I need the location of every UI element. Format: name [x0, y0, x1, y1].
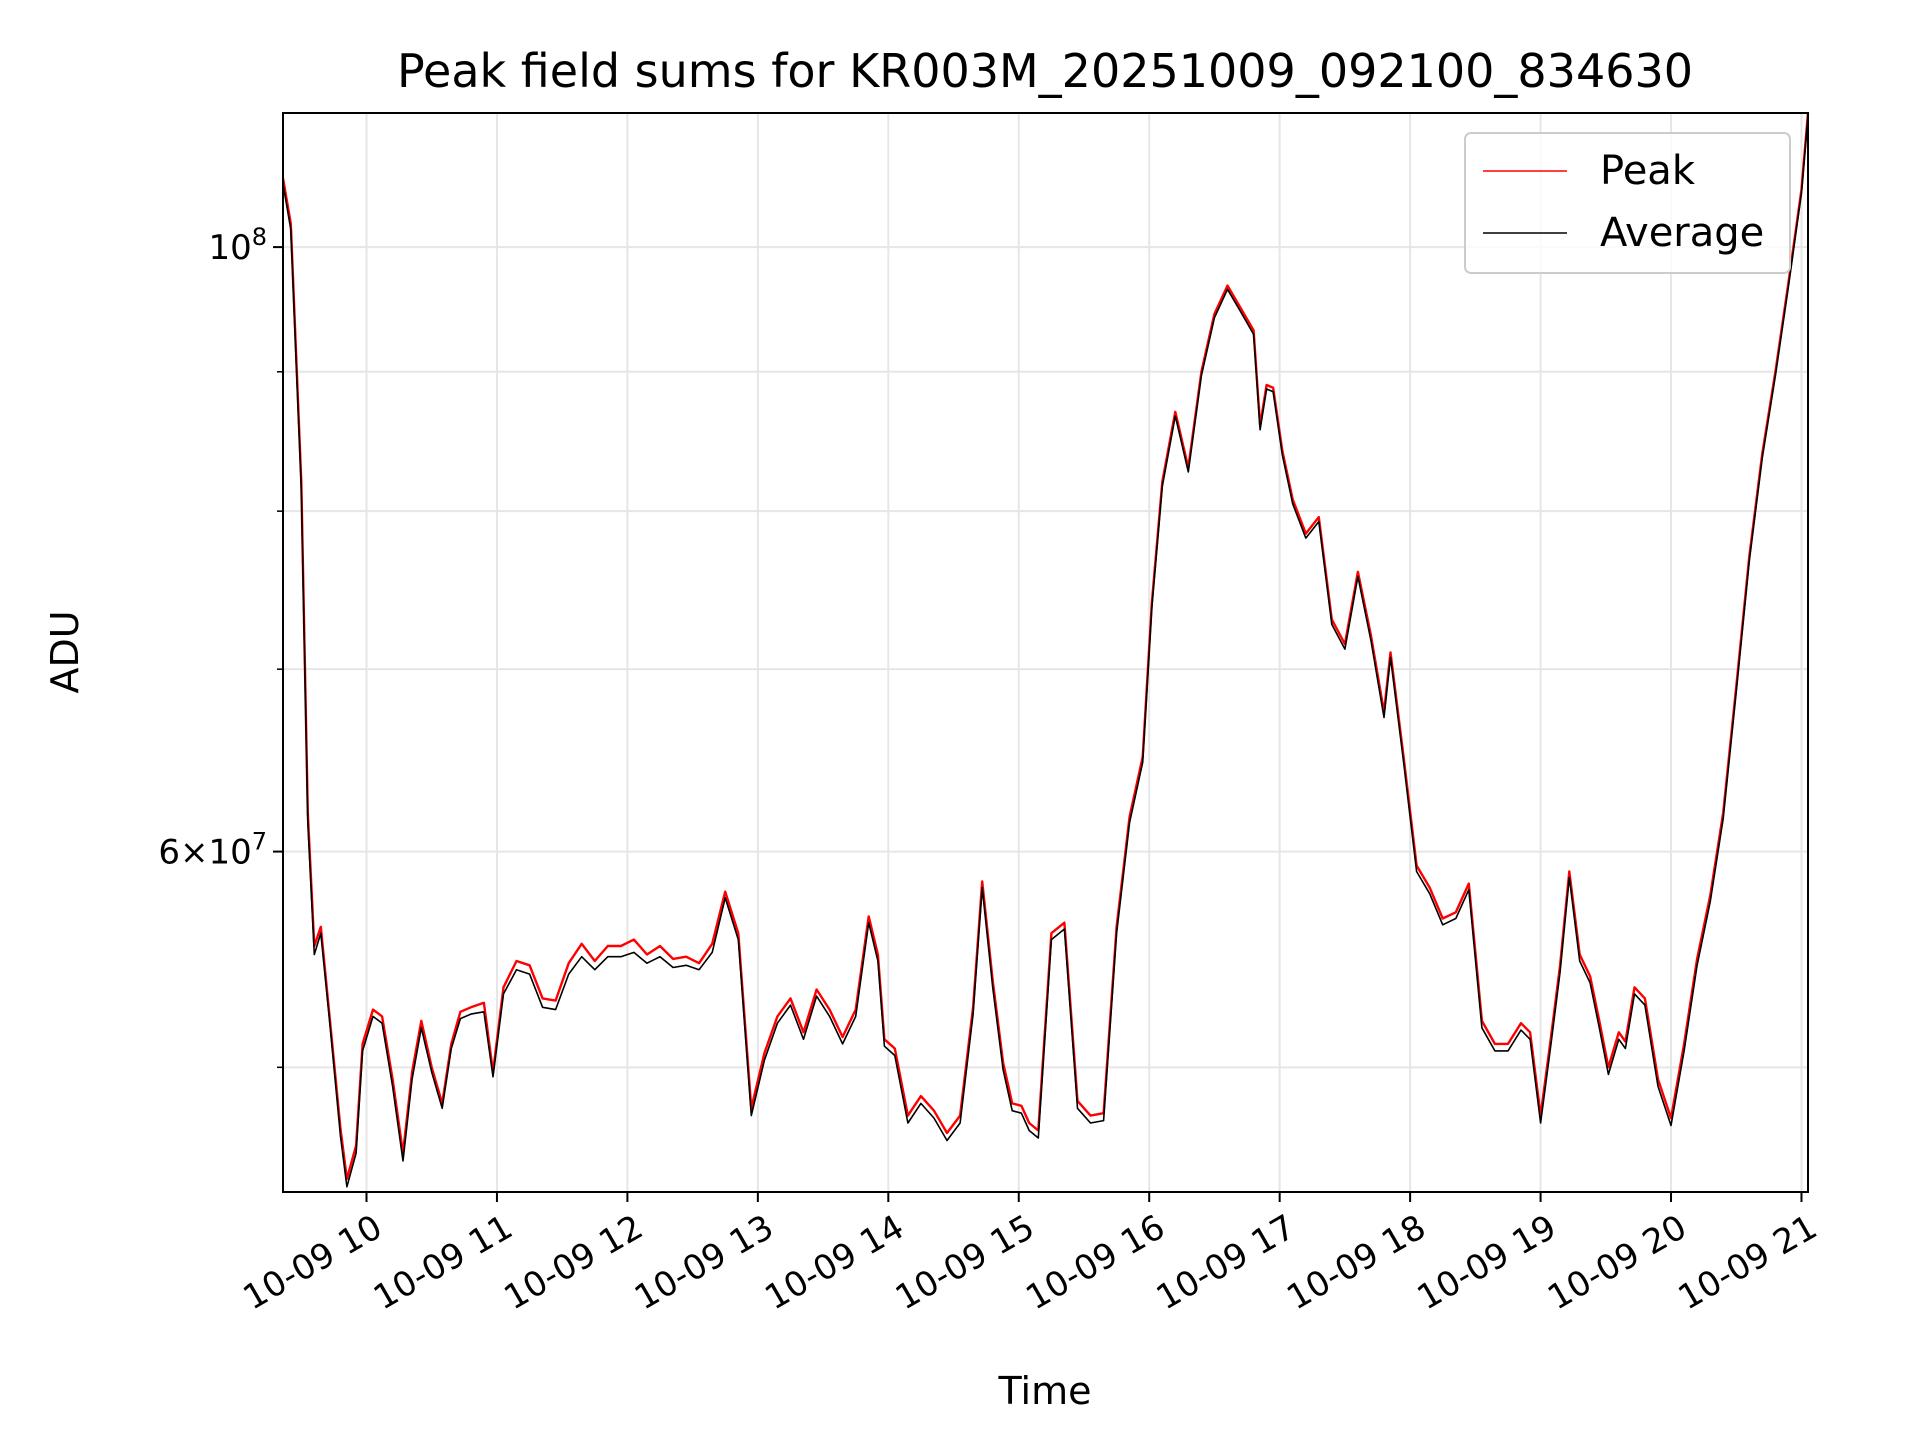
series-line-peak — [281, 112, 1810, 1181]
legend-label-average: Average — [1600, 210, 1764, 256]
legend-box — [1464, 132, 1791, 274]
y-axis-label: ADU — [43, 610, 87, 693]
y-tick-label: 6×107 — [158, 828, 267, 873]
series-line-average — [282, 116, 1809, 1188]
chart-title: Peak field sums for KR003M_20251009_0921… — [397, 44, 1693, 98]
plot-frame — [282, 112, 1809, 1193]
series-layer — [281, 112, 1810, 1188]
x-axis-label: Time — [998, 1369, 1092, 1413]
legend-label-peak: Peak — [1600, 148, 1696, 194]
y-tick-label: 108 — [208, 223, 267, 268]
grid — [283, 113, 1808, 1192]
legend: Peak Average — [1464, 132, 1791, 274]
